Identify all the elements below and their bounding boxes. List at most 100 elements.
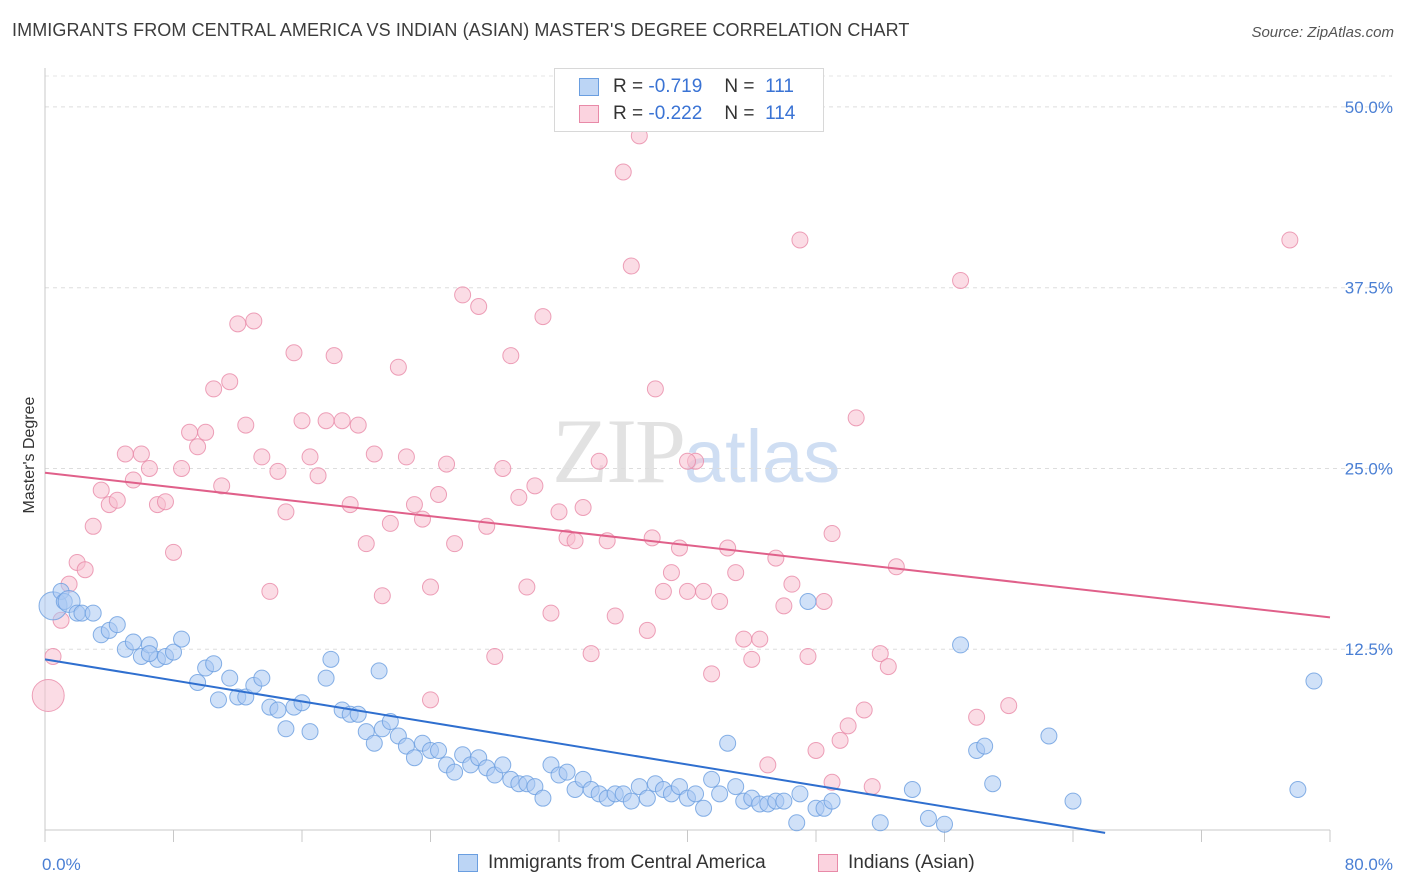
pink-data-point: [301, 448, 319, 466]
pink-data-point: [502, 347, 520, 365]
pink-data-point: [574, 499, 592, 517]
y-tick-label: 25.0%: [1345, 459, 1393, 478]
pink-data-point: [743, 650, 761, 668]
pink-data-point: [1281, 231, 1299, 249]
legend-r-value: -0.222: [648, 103, 703, 124]
pink-data-point: [879, 658, 897, 676]
blue-data-point: [1064, 792, 1082, 810]
watermark-zip: ZIP: [552, 400, 686, 502]
legend-item-pink: Indians (Asian): [818, 852, 975, 874]
pink-data-point: [654, 582, 672, 600]
pink-data-point: [446, 535, 464, 553]
legend-n-label: N =: [724, 103, 755, 124]
pink-data-point: [643, 529, 661, 547]
pink-data-point: [108, 491, 126, 509]
pink-data-point: [470, 297, 488, 315]
y-tick-label: 12.5%: [1345, 640, 1393, 659]
blue-data-point: [1305, 672, 1323, 690]
blue-data-point: [140, 645, 158, 663]
pink-data-point: [173, 459, 191, 477]
blue-data-point: [253, 669, 271, 687]
x-tick-label-min: 0.0%: [42, 855, 81, 874]
pink-data-point: [341, 496, 359, 514]
pink-data-point: [550, 503, 568, 521]
pink-data-point: [156, 493, 174, 511]
blue-data-point: [788, 814, 806, 832]
pink-data-point: [526, 477, 544, 495]
blue-data-point: [205, 655, 223, 673]
pink-data-point: [638, 621, 656, 639]
blue-data-point: [791, 785, 809, 803]
legend-swatch-blue: [458, 854, 478, 872]
series-legend: Immigrants from Central America Indians …: [0, 852, 1406, 878]
pink-data-point: [767, 549, 785, 567]
legend-r-label: R =: [613, 103, 644, 124]
pink-data-point: [807, 741, 825, 759]
pink-data-point: [823, 525, 841, 543]
blue-data-point: [903, 781, 921, 799]
pink-data-point: [566, 532, 584, 550]
blue-data-point: [638, 789, 656, 807]
blue-data-point: [370, 662, 388, 680]
pink-data-point: [165, 543, 182, 561]
blue-data-point: [269, 701, 287, 719]
pink-data-point: [325, 347, 343, 365]
blue-data-point: [357, 723, 375, 741]
legend-item-blue: Immigrants from Central America: [458, 852, 766, 874]
pink-data-point: [237, 416, 255, 434]
pink-data-point: [397, 448, 415, 466]
pink-data-point: [679, 582, 696, 600]
pink-data-point: [124, 471, 142, 489]
chart-title: IMMIGRANTS FROM CENTRAL AMERICA VS INDIA…: [12, 20, 910, 40]
pink-data-point: [646, 380, 664, 398]
source-label: Source: ZipAtlas.com: [1251, 24, 1394, 41]
legend-r-label: R =: [613, 76, 644, 97]
zipatlas-watermark: ZIPatlas: [552, 398, 840, 504]
blue-data-point: [670, 778, 688, 796]
pink-data-point: [365, 445, 383, 463]
pink-data-point: [486, 647, 504, 665]
blue-data-point: [430, 741, 448, 759]
blue-data-point: [526, 778, 544, 796]
pink-data-point: [614, 163, 632, 181]
trend-lines: [44, 471, 1331, 834]
pink-data-point: [373, 587, 391, 605]
blue-data-point: [936, 815, 953, 833]
pink-data-point: [662, 564, 680, 582]
pink-data-point: [831, 731, 849, 749]
correlation-legend: R = -0.719 N = 111 R = -0.222 N = 114: [554, 68, 824, 132]
tick-labels: 12.5% 25.0% 37.5% 50.0% 0.0% 80.0% Master's De…: [21, 98, 1393, 874]
pink-data-point: [711, 593, 729, 611]
blue-data-point: [124, 633, 142, 651]
pink-data-point: [213, 477, 231, 495]
legend-row-pink: R = -0.222 N = 114: [579, 102, 795, 126]
pink-data-point: [751, 630, 769, 648]
blue-data-point: [405, 749, 423, 767]
legend-row-blue: R = -0.719 N = 111: [579, 75, 794, 99]
watermark-atlas: atlas: [684, 415, 841, 498]
blue-data-point: [727, 778, 745, 796]
pink-data-point: [245, 312, 263, 330]
pink-data-point: [871, 645, 889, 663]
blue-data-point: [322, 650, 340, 668]
blue-trend-line: [44, 658, 1106, 834]
blue-data-point: [108, 616, 126, 634]
pink-data-point: [349, 416, 367, 434]
legend-n-value: 114: [765, 103, 796, 124]
blue-data-point: [173, 630, 191, 648]
pink-data-point: [422, 691, 439, 709]
blue-data-point: [494, 756, 512, 774]
pink-data-point: [670, 539, 688, 557]
legend-n-value: 111: [765, 76, 794, 97]
legend-n-label: N =: [724, 76, 755, 97]
pink-data-point: [727, 564, 745, 582]
pink-data-point: [357, 535, 375, 553]
blue-data-point: [919, 809, 937, 827]
legend-swatch-pink: [818, 854, 838, 872]
pink-data-point: [679, 452, 696, 470]
pink-data-point: [269, 462, 287, 480]
pink-data-point: [285, 344, 303, 362]
blue-data-point: [209, 691, 227, 709]
pink-data-point: [405, 496, 423, 514]
pink-data-point: [1000, 697, 1018, 715]
